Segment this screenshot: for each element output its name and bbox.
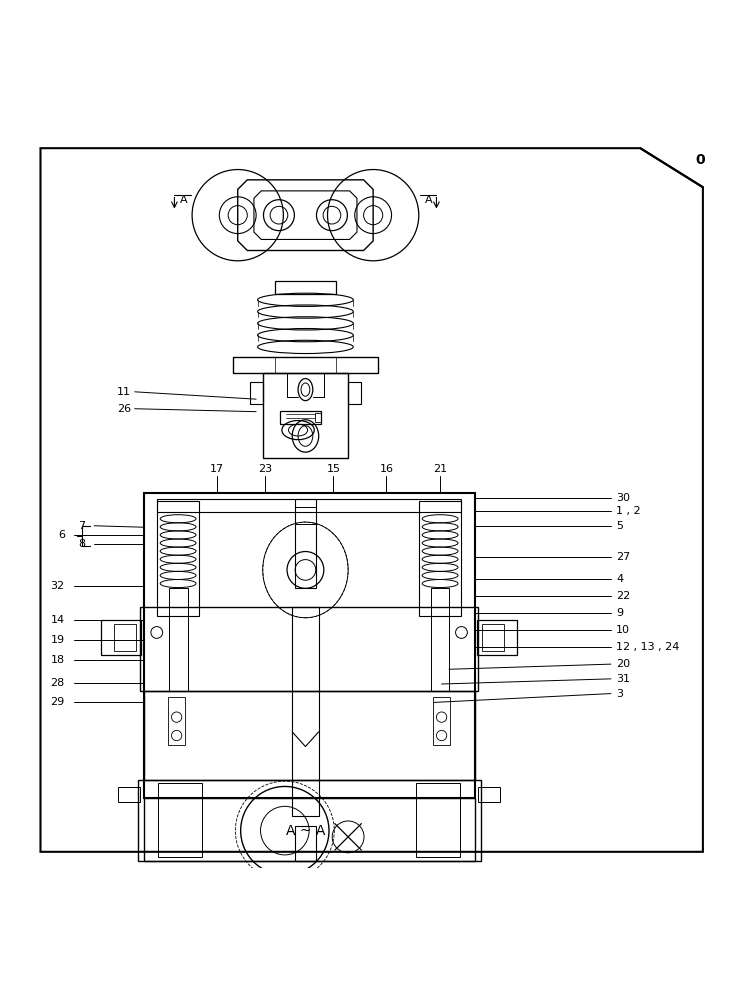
Text: 32: 32 [51,581,65,591]
Bar [157,499,461,512]
Bar [416,783,460,857]
Bar [250,382,263,404]
Text: 7: 7 [78,521,85,531]
Text: 30: 30 [616,493,630,503]
Text: 9: 9 [616,608,623,618]
Bar [158,783,202,857]
Bar [295,507,316,524]
Text: 20: 20 [616,659,630,669]
Bar [101,620,141,655]
Bar [419,501,461,616]
Text: 4: 4 [616,574,623,584]
Bar [347,382,361,404]
Bar [280,411,321,424]
Bar [114,624,136,651]
Bar [433,697,450,745]
Bar [144,493,475,798]
Bar [140,607,478,691]
Text: 31: 31 [616,674,630,684]
Bar [292,607,319,816]
Bar [118,787,140,802]
Text: 29: 29 [51,697,65,707]
Bar [431,588,449,691]
Bar [295,826,316,861]
Text: 6: 6 [57,530,65,540]
Text: 15: 15 [326,464,341,474]
Text: 21: 21 [433,464,447,474]
Text: 1 , 2: 1 , 2 [616,506,640,516]
Bar [138,780,481,861]
Bar [233,357,378,373]
Text: 27: 27 [616,552,630,562]
Text: 12 , 13 , 24: 12 , 13 , 24 [616,642,679,652]
Text: 19: 19 [51,635,65,645]
Bar [168,697,185,745]
Bar [295,499,316,588]
Bar [477,620,517,655]
Bar [315,413,321,422]
Bar [482,624,504,651]
Text: A: A [425,195,433,205]
Text: 23: 23 [258,464,272,474]
Text: 0: 0 [696,153,706,167]
Text: 3: 3 [616,689,623,699]
Text: 17: 17 [210,464,224,474]
Text: A: A [180,195,188,205]
Text: A ~ A: A ~ A [286,824,325,838]
Text: 5: 5 [616,521,623,531]
Text: 22: 22 [616,591,630,601]
Bar [478,787,500,802]
Text: 11: 11 [117,387,131,397]
Text: 16: 16 [379,464,394,474]
Bar [144,691,475,780]
Text: 14: 14 [51,615,65,625]
Text: 28: 28 [51,678,65,688]
Text: 8: 8 [78,539,85,549]
Bar [157,501,199,616]
Bar [275,281,336,294]
Bar [169,588,188,691]
Text: 10: 10 [616,625,630,635]
Text: 26: 26 [117,404,131,414]
Bar [263,373,347,458]
Bar [144,798,475,861]
Text: 18: 18 [51,655,65,665]
Bar [434,868,462,896]
